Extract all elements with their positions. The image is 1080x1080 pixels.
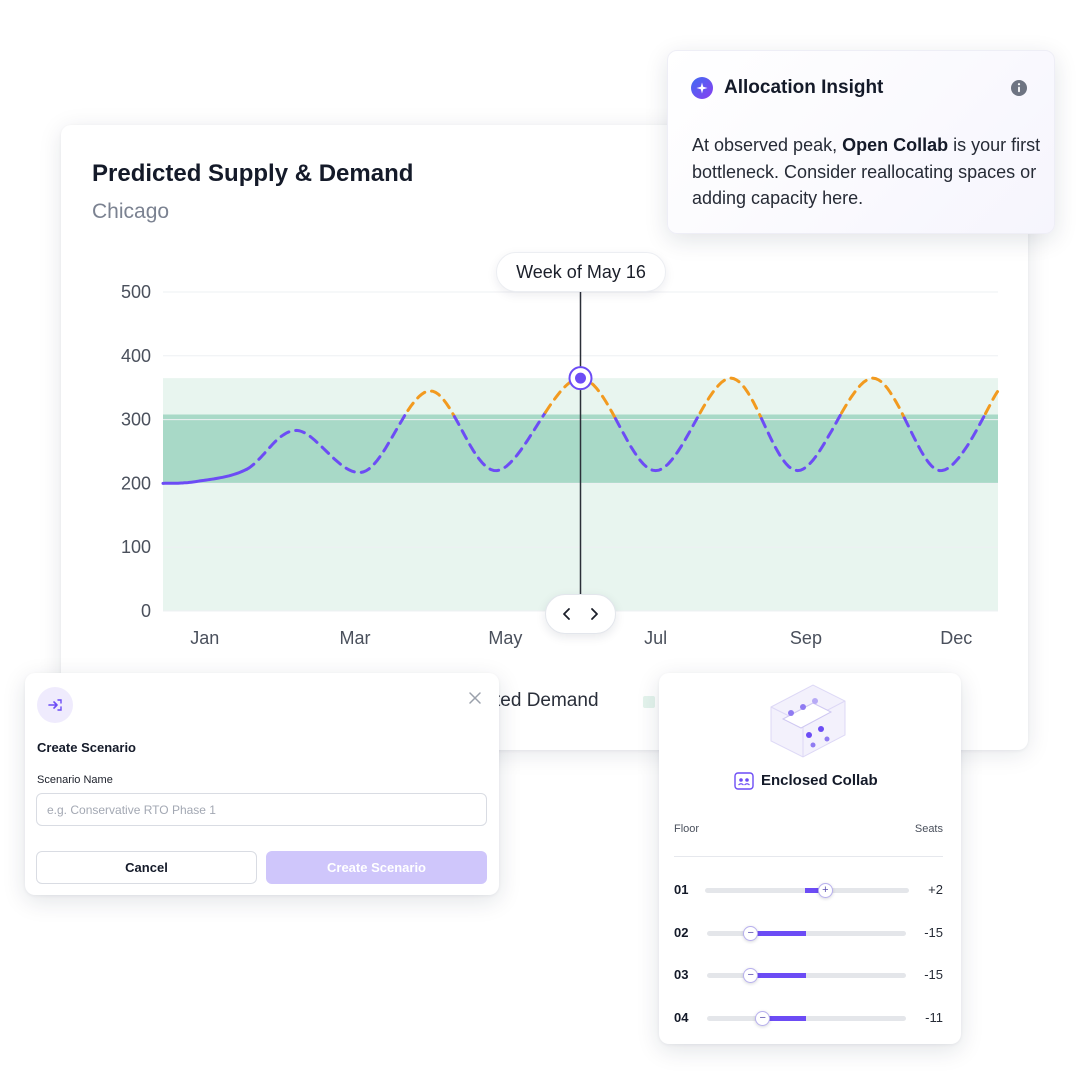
- y-tick-label: 200: [121, 473, 151, 493]
- demand-over-capacity-line: [984, 389, 1000, 415]
- minus-icon[interactable]: −: [755, 1011, 771, 1026]
- demand-actual-line: [161, 467, 248, 485]
- demand-forecast-line: [453, 410, 547, 473]
- dialog-title: Create Scenario: [37, 740, 136, 755]
- slider-fill: [750, 931, 807, 936]
- floor-row: 01 + +2: [674, 880, 943, 900]
- x-tick-label: Mar: [340, 628, 371, 648]
- chart-subtitle: Chicago: [92, 200, 170, 223]
- chevron-right-icon[interactable]: [583, 603, 605, 625]
- minus-icon[interactable]: −: [743, 926, 759, 941]
- demand-over-capacity-line: [406, 389, 456, 419]
- scenario-name-label: Scenario Name: [37, 774, 113, 786]
- insight-bottleneck-name: Open Collab: [842, 135, 949, 155]
- floor-number: 04: [674, 1010, 689, 1025]
- demand-over-capacity-line: [698, 376, 763, 421]
- plus-icon[interactable]: +: [817, 883, 833, 898]
- cancel-button[interactable]: Cancel: [36, 851, 257, 884]
- floor-row: 02 − -15: [674, 923, 943, 943]
- y-tick-label: 500: [121, 282, 151, 302]
- seat-slider[interactable]: −: [707, 926, 906, 941]
- create-scenario-button[interactable]: Create Scenario: [266, 851, 487, 884]
- create-scenario-dialog: Create Scenario Scenario Name Cancel Cre…: [25, 673, 499, 895]
- room-title: Enclosed Collab: [761, 772, 878, 789]
- seat-slider[interactable]: +: [705, 883, 909, 898]
- week-tooltip: Week of May 16: [496, 252, 666, 292]
- seat-delta: -15: [924, 967, 943, 982]
- y-tick-label: 300: [121, 410, 151, 430]
- insight-body-pre: At observed peak,: [692, 135, 843, 155]
- y-tick-label: 100: [121, 537, 151, 557]
- divider: [674, 856, 943, 857]
- chevron-left-icon[interactable]: [556, 603, 578, 625]
- supply-demand-chart: 0 100 200 300 400 500 Jan Mar May Jul Sep Dec: [121, 282, 1000, 648]
- floor-number: 03: [674, 967, 689, 982]
- x-tick-label: May: [488, 628, 522, 648]
- insight-body: At observed peak, Open Collab is your fi…: [692, 132, 1042, 212]
- week-nav: [545, 594, 616, 634]
- seat-delta: -11: [925, 1010, 943, 1025]
- seat-slider[interactable]: −: [707, 968, 906, 983]
- room-illustration: [770, 684, 846, 758]
- demand-over-capacity-line: [840, 376, 906, 420]
- info-icon[interactable]: [1010, 79, 1028, 97]
- allocation-insight-card: Allocation Insight At observed peak, Ope…: [667, 50, 1055, 234]
- insight-body-post: is your first bottleneck. Consider reall…: [692, 135, 1041, 208]
- y-tick-label: 0: [141, 601, 151, 621]
- legend-swatch: [643, 696, 655, 708]
- x-tick-label: Jan: [190, 628, 219, 648]
- slider-fill: [762, 1016, 807, 1021]
- chart-title: Predicted Supply & Demand: [92, 160, 414, 187]
- floor-number: 02: [674, 925, 689, 940]
- scenario-name-input[interactable]: [36, 793, 487, 826]
- x-tick-label: Jul: [644, 628, 667, 648]
- seat-delta: -15: [924, 925, 943, 940]
- demand-forecast-line: [614, 411, 702, 473]
- sparkle-icon: [691, 77, 713, 99]
- highlight-point: [575, 372, 586, 384]
- demand-forecast-line: [902, 412, 987, 473]
- slider-fill: [750, 973, 807, 978]
- slider-fill: [804, 888, 826, 893]
- x-tick-label: Dec: [940, 628, 972, 648]
- people-room-icon: [734, 772, 754, 790]
- demand-forecast-line: [245, 409, 410, 474]
- minus-icon[interactable]: −: [743, 968, 759, 983]
- seats-column-header: Seats: [914, 823, 943, 835]
- seat-slider[interactable]: −: [707, 1011, 906, 1026]
- close-icon[interactable]: [466, 689, 484, 707]
- enclosed-collab-panel: Enclosed Collab Floor Seats 01 + +2 02 −…: [659, 673, 961, 1044]
- scenario-icon: [37, 687, 73, 723]
- legend-demand-label: ted Demand: [495, 690, 599, 711]
- demand-forecast-line: [760, 411, 844, 473]
- seat-delta: +2: [928, 882, 943, 897]
- floor-column-header: Floor: [674, 823, 700, 835]
- floor-number: 01: [674, 882, 689, 897]
- y-tick-label: 400: [121, 346, 151, 366]
- insight-title: Allocation Insight: [724, 77, 884, 98]
- floor-row: 04 − -11: [674, 1008, 943, 1028]
- floor-row: 03 − -15: [674, 965, 943, 985]
- x-tick-label: Sep: [790, 628, 822, 648]
